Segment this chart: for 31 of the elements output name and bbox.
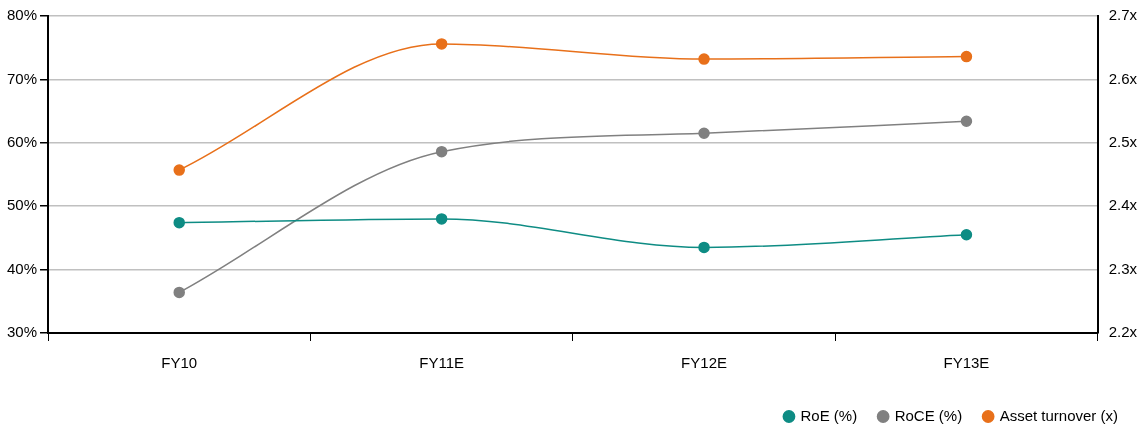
y-tick-label: 60% <box>6 132 38 150</box>
y2-tick-label: 2.2x <box>1108 323 1138 341</box>
point <box>960 228 973 241</box>
y-tick-label: 40% <box>6 259 38 277</box>
y2-tick-label: 2.4x <box>1108 196 1138 214</box>
point <box>435 213 448 225</box>
x-tick-label: FY12E <box>681 354 727 372</box>
y-tick-label: 30% <box>6 323 38 341</box>
y-tick-label: 70% <box>6 69 38 87</box>
x-tick-label: FY11E <box>419 354 465 372</box>
x-tick-label: FY13E <box>943 354 990 372</box>
point <box>435 145 448 158</box>
y2-tick-label: 2.6x <box>1108 69 1138 87</box>
point <box>173 286 185 299</box>
point <box>960 50 973 63</box>
y2-tick-label: 2.5x <box>1108 132 1138 150</box>
point <box>698 127 710 140</box>
point <box>960 115 973 127</box>
y-tick-label: 50% <box>6 196 38 214</box>
point <box>435 38 448 50</box>
point <box>698 241 710 254</box>
point <box>698 53 710 65</box>
point <box>173 164 185 176</box>
y-tick-label: 80% <box>6 6 38 24</box>
legend-label: RoCE (%) <box>894 406 963 424</box>
x-tick-label: FY10 <box>161 354 198 372</box>
y2-tick-label: 2.7x <box>1108 6 1138 24</box>
legend-label: RoE (%) <box>800 406 858 424</box>
y2-tick-label: 2.3x <box>1108 259 1138 277</box>
legend-label: Asset turnover (x) <box>999 406 1119 424</box>
point <box>173 216 185 229</box>
